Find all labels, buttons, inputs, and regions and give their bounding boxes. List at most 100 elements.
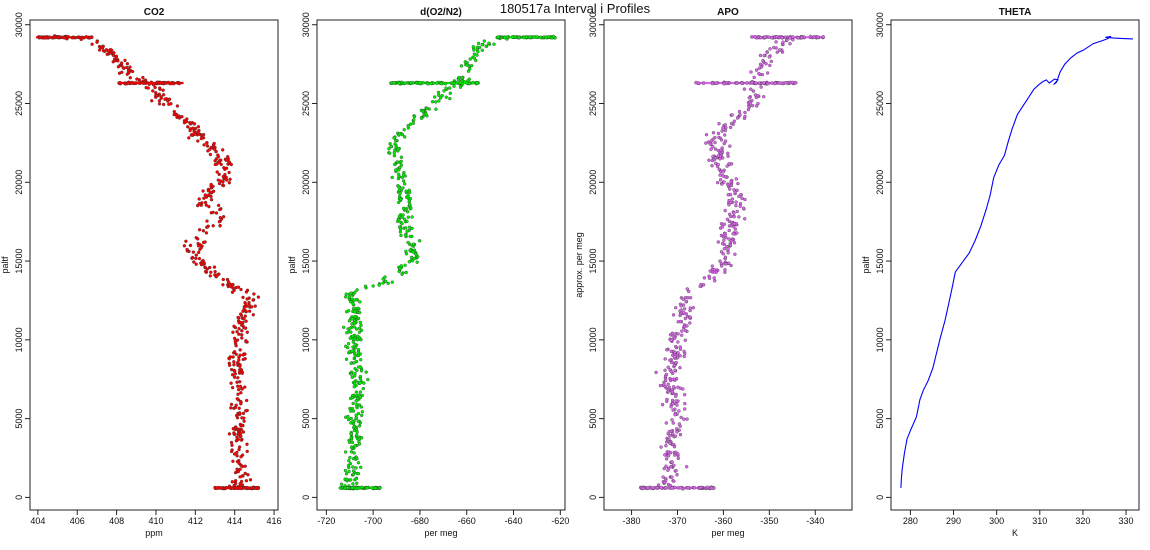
- apo-data-point: [721, 170, 725, 174]
- apo-data-point: [666, 454, 671, 458]
- co2-data-point: [191, 126, 195, 130]
- o2n2-data-point: [347, 319, 352, 323]
- co2-data-point: [231, 330, 235, 334]
- co2-data-point: [188, 128, 192, 133]
- apo-data-point: [750, 80, 754, 85]
- co2-data-point: [187, 136, 191, 140]
- co2-data-point: [232, 324, 236, 328]
- apo-data-point: [671, 408, 675, 412]
- o2n2-data-point: [373, 486, 378, 490]
- o2n2-data-point: [405, 229, 409, 233]
- apo-data-point: [722, 247, 727, 251]
- o2n2-data-point: [406, 240, 410, 245]
- co2-data-point: [237, 447, 241, 452]
- o2n2-data-point: [351, 340, 355, 344]
- o2n2-data-point: [351, 401, 355, 406]
- apo-data-point: [676, 456, 680, 461]
- co2-data-point: [196, 139, 200, 143]
- co2-data-point: [219, 162, 223, 167]
- apo-data-point: [668, 358, 672, 362]
- o2n2-data-point: [343, 450, 348, 454]
- o2n2-data-point: [348, 461, 353, 466]
- apo-data-point: [736, 181, 740, 186]
- apo-data-point: [812, 35, 816, 40]
- o2n2-data-point: [522, 35, 526, 40]
- co2-data-point: [212, 144, 216, 148]
- co2-y-tick-label: 5000: [14, 409, 24, 429]
- apo-x-tick-label: -350: [760, 516, 778, 526]
- apo-data-point: [799, 35, 804, 40]
- co2-data-point: [159, 96, 163, 100]
- co2-data-point: [116, 65, 121, 69]
- o2n2-data-point: [517, 35, 521, 40]
- o2n2-data-point: [419, 116, 424, 120]
- co2-data-point: [229, 440, 234, 445]
- co2-data-point: [235, 450, 239, 455]
- apo-data-point: [659, 485, 663, 490]
- o2n2-data-point: [392, 136, 396, 140]
- apo-data-point: [710, 81, 715, 86]
- theta-y-tick-label: 20000: [875, 170, 885, 195]
- o2n2-data-point: [421, 109, 425, 114]
- apo-data-point: [672, 385, 676, 389]
- o2n2-data-point: [352, 325, 356, 329]
- o2n2-data-point: [355, 430, 359, 434]
- co2-data-point: [128, 65, 132, 69]
- apo-data-point: [719, 222, 724, 226]
- o2n2-data-point: [409, 255, 414, 260]
- apo-data-point: [737, 215, 741, 219]
- apo-data-point: [674, 394, 678, 398]
- co2-data-series: [35, 34, 261, 491]
- co2-data-point: [196, 237, 200, 241]
- apo-data-point: [670, 486, 674, 490]
- apo-data-point: [680, 329, 684, 333]
- o2n2-data-point: [492, 42, 496, 46]
- co2-data-point: [154, 91, 158, 95]
- co2-data-point: [196, 130, 200, 134]
- co2-data-point: [121, 66, 126, 70]
- o2n2-data-point: [394, 143, 398, 148]
- o2n2-data-point: [344, 357, 349, 361]
- o2n2-data-point: [358, 320, 362, 325]
- co2-data-point: [237, 332, 241, 336]
- apo-data-point: [666, 365, 670, 369]
- apo-data-point: [716, 162, 720, 167]
- apo-data-point: [742, 87, 747, 91]
- o2n2-y-tick-label: 25000: [301, 91, 311, 116]
- apo-data-point: [729, 263, 733, 268]
- o2n2-data-point: [397, 188, 401, 192]
- co2-data-point: [221, 215, 226, 219]
- co2-data-point: [169, 102, 173, 106]
- apo-data-point: [664, 478, 668, 483]
- apo-data-point: [723, 255, 728, 259]
- co2-data-point: [84, 35, 88, 39]
- apo-data-point: [727, 203, 731, 207]
- o2n2-data-point: [397, 217, 401, 222]
- o2n2-data-point: [406, 210, 410, 214]
- co2-data-point: [224, 158, 228, 162]
- apo-data-point: [674, 468, 678, 473]
- apo-data-point: [724, 235, 728, 240]
- apo-data-point: [664, 421, 668, 425]
- o2n2-data-point: [347, 469, 351, 474]
- o2n2-data-point: [355, 456, 359, 461]
- co2-data-point: [241, 474, 245, 478]
- co2-data-point: [117, 71, 122, 75]
- apo-data-point: [709, 139, 714, 143]
- apo-data-point: [766, 81, 770, 86]
- apo-data-point: [770, 35, 774, 40]
- co2-data-point: [202, 143, 206, 147]
- co2-data-point: [150, 99, 154, 103]
- o2n2-data-point: [364, 370, 368, 374]
- co2-data-point: [243, 385, 247, 389]
- apo-y-tick-label: 0: [588, 495, 598, 500]
- apo-data-point: [749, 87, 753, 91]
- apo-data-point: [732, 222, 736, 226]
- apo-data-point: [753, 35, 757, 39]
- apo-data-point: [745, 81, 749, 85]
- panel-o2n2: d(O2/N2) -720 -700 -680 -660 -640 -620 per meg 0…: [287, 0, 574, 550]
- apo-data-point: [781, 40, 785, 44]
- o2n2-data-point: [349, 445, 354, 450]
- co2-data-point: [236, 392, 240, 396]
- o2n2-data-point: [393, 138, 398, 142]
